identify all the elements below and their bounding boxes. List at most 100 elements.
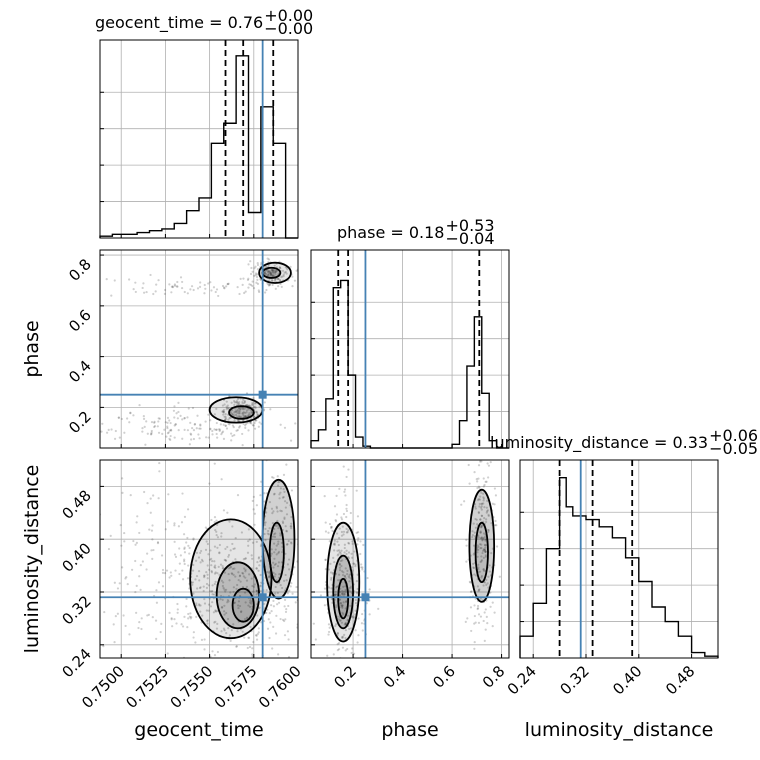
sample-point bbox=[191, 449, 193, 451]
sample-point bbox=[263, 271, 266, 274]
sample-point bbox=[148, 439, 150, 441]
sample-point bbox=[323, 604, 326, 607]
sample-point bbox=[166, 520, 169, 523]
sample-point bbox=[328, 522, 332, 526]
sample-point bbox=[233, 601, 236, 604]
sample-point bbox=[337, 553, 340, 556]
sample-point bbox=[251, 403, 254, 407]
sample-point bbox=[230, 439, 233, 442]
sample-point bbox=[266, 282, 269, 285]
sample-point bbox=[486, 499, 489, 502]
sample-point bbox=[272, 271, 275, 274]
sample-point bbox=[255, 589, 258, 592]
sample-point bbox=[142, 282, 145, 285]
sample-point bbox=[352, 562, 355, 565]
sample-point bbox=[347, 555, 350, 559]
sample-point bbox=[189, 288, 192, 291]
sample-point bbox=[213, 428, 216, 431]
sample-point bbox=[479, 615, 483, 618]
sample-point bbox=[267, 575, 271, 578]
sample-point bbox=[276, 565, 280, 568]
sample-point bbox=[232, 414, 235, 417]
sample-point bbox=[197, 433, 200, 436]
sample-point bbox=[110, 294, 113, 297]
sample-point bbox=[281, 551, 284, 554]
sample-point bbox=[265, 589, 268, 592]
sample-point bbox=[273, 563, 276, 566]
sample-point bbox=[271, 283, 274, 287]
sample-point bbox=[477, 536, 481, 539]
sample-point bbox=[255, 567, 258, 570]
sample-point bbox=[494, 524, 497, 527]
sample-point bbox=[324, 521, 327, 524]
sample-point bbox=[493, 611, 496, 614]
sample-point bbox=[187, 617, 190, 620]
sample-point bbox=[196, 414, 199, 417]
sample-point bbox=[253, 523, 256, 526]
sample-point bbox=[168, 437, 171, 440]
sample-point bbox=[143, 425, 146, 428]
sample-point bbox=[333, 539, 336, 542]
sample-point bbox=[276, 510, 279, 513]
sample-point bbox=[241, 432, 244, 436]
sample-point bbox=[157, 279, 160, 282]
sample-point bbox=[345, 531, 348, 534]
sample-point bbox=[268, 527, 271, 530]
sample-point bbox=[255, 638, 259, 641]
sample-point bbox=[329, 562, 332, 565]
sample-point bbox=[256, 273, 259, 276]
sample-point bbox=[277, 601, 281, 604]
sample-point bbox=[238, 574, 242, 577]
sample-point bbox=[347, 542, 351, 545]
sample-point bbox=[332, 653, 335, 656]
sample-point bbox=[340, 661, 342, 663]
sample-point bbox=[268, 271, 272, 274]
sample-point bbox=[330, 587, 333, 590]
sample-point bbox=[285, 501, 289, 504]
sample-point bbox=[319, 594, 323, 597]
sample-point bbox=[193, 423, 196, 426]
sample-point bbox=[487, 464, 491, 467]
sample-point bbox=[220, 606, 224, 609]
sample-point bbox=[480, 514, 483, 517]
sample-point bbox=[183, 547, 186, 550]
sample-point bbox=[235, 399, 238, 403]
sample-point bbox=[271, 647, 274, 650]
sample-point bbox=[225, 285, 228, 288]
sample-point bbox=[169, 438, 172, 442]
sample-point bbox=[189, 432, 192, 435]
sample-point bbox=[482, 584, 485, 587]
x-tick-label: 0.32 bbox=[556, 662, 592, 698]
sample-point bbox=[268, 272, 272, 275]
sample-point bbox=[287, 539, 290, 543]
sample-point bbox=[213, 413, 216, 416]
sample-point bbox=[343, 488, 347, 491]
sample-point bbox=[221, 598, 224, 601]
sample-point bbox=[207, 603, 211, 606]
sample-point bbox=[255, 504, 258, 507]
sample-point bbox=[236, 286, 239, 289]
sample-point bbox=[349, 659, 351, 661]
panel-geocent_time-phase bbox=[100, 257, 298, 447]
sample-point bbox=[267, 270, 270, 273]
sample-point bbox=[211, 560, 214, 563]
sample-point bbox=[484, 546, 487, 549]
sample-point bbox=[248, 573, 251, 576]
sample-point bbox=[226, 404, 229, 407]
sample-point bbox=[278, 266, 281, 269]
sample-point bbox=[326, 654, 329, 657]
sample-point bbox=[214, 620, 217, 623]
sample-point bbox=[239, 415, 242, 418]
sample-point bbox=[476, 480, 479, 483]
sample-point bbox=[331, 529, 334, 532]
sample-point bbox=[273, 535, 277, 538]
sample-point bbox=[478, 543, 482, 546]
sample-point bbox=[219, 598, 222, 601]
sample-point bbox=[228, 634, 232, 637]
sample-point bbox=[223, 415, 226, 418]
sample-point bbox=[220, 630, 223, 633]
sample-point bbox=[342, 530, 346, 533]
sample-point bbox=[327, 586, 331, 589]
sample-point bbox=[243, 591, 247, 594]
sample-point bbox=[289, 525, 292, 528]
